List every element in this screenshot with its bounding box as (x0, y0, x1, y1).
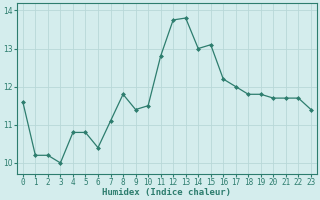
X-axis label: Humidex (Indice chaleur): Humidex (Indice chaleur) (102, 188, 231, 197)
